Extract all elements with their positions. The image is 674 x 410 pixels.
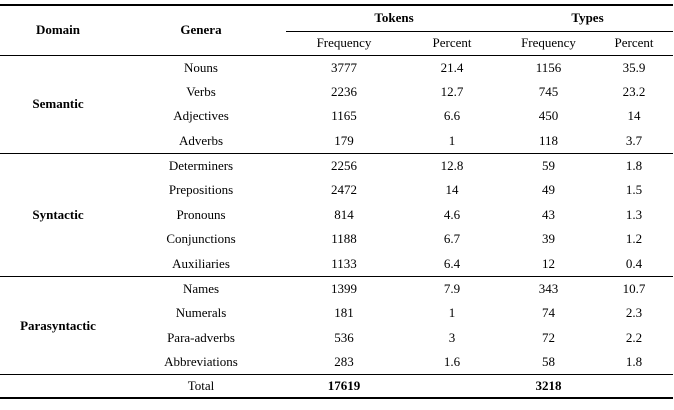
header-tokens: Tokens bbox=[286, 5, 502, 32]
types-percent-cell: 35.9 bbox=[622, 59, 646, 75]
tokens-percent-cell: 1.6 bbox=[443, 354, 461, 370]
types-frequency-cell: 58 bbox=[542, 354, 555, 370]
total-tokens-percent-empty bbox=[402, 375, 502, 398]
tokens-frequency-cell: 1165 bbox=[331, 108, 357, 124]
types-percent-cell: 1.8 bbox=[625, 354, 643, 370]
types-frequency-cell: 118 bbox=[538, 132, 559, 148]
header-domain: Domain bbox=[0, 5, 116, 56]
genus-cell: Adjectives bbox=[173, 108, 229, 124]
tokens-frequency-cell: 179 bbox=[334, 132, 354, 148]
total-types-percent-empty bbox=[595, 375, 673, 398]
header-types: Types bbox=[502, 5, 673, 32]
tokens-percent-cell: 14 bbox=[445, 182, 459, 198]
genus-cell: Prepositions bbox=[168, 182, 234, 198]
genus-cell: Determiners bbox=[168, 157, 234, 173]
header-tokens-percent: Percent bbox=[402, 31, 502, 56]
domain-cell-syntactic: Syntactic bbox=[0, 153, 116, 277]
tokens-frequency-cell: 2256 bbox=[331, 157, 357, 173]
table-row: Pronouns 814 4.6 43 1.3 bbox=[0, 203, 673, 228]
types-percent-cell: 2.3 bbox=[625, 305, 643, 321]
header-tokens-frequency: Frequency bbox=[286, 31, 402, 56]
types-frequency-cell: 12 bbox=[542, 255, 555, 271]
genera-frequency-table: Domain Genera Tokens Types Frequency Per… bbox=[0, 4, 673, 399]
types-percent-cell: 1.8 bbox=[625, 157, 643, 173]
tokens-frequency-cell: 181 bbox=[334, 305, 354, 321]
types-percent-cell: 0.4 bbox=[625, 255, 643, 271]
table-row: Adverbs 179 1 118 3.7 bbox=[0, 129, 673, 154]
tokens-percent-cell: 21.4 bbox=[440, 59, 464, 75]
table-row: Abbreviations 283 1.6 58 1.8 bbox=[0, 350, 673, 375]
genus-cell: Para-adverbs bbox=[167, 329, 235, 345]
table-row: Prepositions 2472 14 49 1.5 bbox=[0, 178, 673, 203]
types-frequency-cell: 39 bbox=[542, 231, 555, 247]
types-percent-cell: 1.5 bbox=[625, 182, 643, 198]
types-percent-cell: 23.2 bbox=[622, 83, 646, 99]
types-frequency-cell: 49 bbox=[542, 182, 555, 198]
genus-cell: Conjunctions bbox=[166, 231, 236, 247]
table-row: Verbs 2236 12.7 745 23.2 bbox=[0, 80, 673, 105]
tokens-percent-cell: 12.8 bbox=[440, 157, 464, 173]
total-types-frequency: 3218 bbox=[535, 377, 562, 393]
total-tokens-frequency: 17619 bbox=[327, 377, 361, 393]
genus-cell: Verbs bbox=[186, 83, 216, 99]
types-frequency-cell: 59 bbox=[542, 157, 555, 173]
table-row: Semantic Nouns 3777 21.4 1156 35.9 bbox=[0, 55, 673, 154]
types-percent-cell: 1.2 bbox=[625, 231, 643, 247]
tokens-percent-cell: 6.6 bbox=[443, 108, 461, 124]
types-percent-cell: 1.3 bbox=[625, 206, 643, 222]
tokens-percent-cell: 7.9 bbox=[443, 280, 461, 296]
types-frequency-cell: 1156 bbox=[535, 59, 562, 75]
header-genera: Genera bbox=[116, 5, 286, 56]
table-row: Para-adverbs 536 3 72 2.2 bbox=[0, 326, 673, 351]
genus-cell: Auxiliaries bbox=[172, 255, 230, 271]
genus-cell: Adverbs bbox=[178, 132, 224, 148]
tokens-frequency-cell: 283 bbox=[334, 354, 354, 370]
table-row: Conjunctions 1188 6.7 39 1.2 bbox=[0, 227, 673, 252]
types-frequency-cell: 450 bbox=[538, 108, 559, 124]
types-frequency-cell: 74 bbox=[542, 305, 555, 321]
tokens-percent-cell: 6.7 bbox=[443, 231, 461, 247]
domain-cell-semantic: Semantic bbox=[0, 55, 116, 154]
header-types-frequency: Frequency bbox=[502, 31, 595, 56]
tokens-frequency-cell: 814 bbox=[334, 206, 354, 222]
tokens-frequency-cell: 536 bbox=[334, 329, 354, 345]
tokens-frequency-cell: 1188 bbox=[331, 231, 357, 247]
table-row: Syntactic Determiners 2256 12.8 59 1.8 bbox=[0, 153, 673, 277]
tokens-percent-cell: 1 bbox=[448, 132, 456, 148]
domain-cell-parasyntactic: Parasyntactic bbox=[0, 276, 116, 376]
types-percent-cell: 14 bbox=[627, 108, 641, 124]
tokens-frequency-cell: 2472 bbox=[331, 182, 357, 198]
tokens-frequency-cell: 2236 bbox=[331, 83, 357, 99]
tokens-percent-cell: 12.7 bbox=[440, 83, 464, 99]
tokens-percent-cell: 6.4 bbox=[443, 255, 461, 271]
table-row: Auxiliaries 1133 6.4 12 0.4 bbox=[0, 252, 673, 277]
tokens-frequency-cell: 3777 bbox=[331, 59, 357, 75]
types-percent-cell: 2.2 bbox=[625, 329, 643, 345]
types-percent-cell: 10.7 bbox=[622, 280, 646, 296]
table-row: Adjectives 1165 6.6 450 14 bbox=[0, 104, 673, 129]
tokens-percent-cell: 3 bbox=[448, 329, 456, 345]
tokens-frequency-cell: 1399 bbox=[331, 280, 357, 296]
types-frequency-cell: 745 bbox=[538, 83, 559, 99]
total-row: Total 17619 3218 bbox=[0, 375, 673, 398]
header-types-percent: Percent bbox=[595, 31, 673, 56]
total-spacer bbox=[0, 375, 116, 398]
genus-cell: Numerals bbox=[175, 305, 227, 321]
genus-cell: Nouns bbox=[184, 59, 218, 75]
total-label: Total bbox=[187, 377, 215, 393]
genus-cell: Pronouns bbox=[176, 206, 226, 222]
types-frequency-cell: 43 bbox=[542, 206, 555, 222]
genus-cell: Abbreviations bbox=[164, 354, 238, 370]
types-frequency-cell: 343 bbox=[538, 280, 559, 296]
types-frequency-cell: 72 bbox=[542, 329, 555, 345]
genus-cell: Names bbox=[182, 280, 220, 296]
table-row: Parasyntactic Names 1399 7.9 343 10.7 bbox=[0, 276, 673, 376]
types-percent-cell: 3.7 bbox=[625, 132, 643, 148]
tokens-percent-cell: 1 bbox=[448, 305, 456, 321]
table-row: Numerals 181 1 74 2.3 bbox=[0, 301, 673, 326]
tokens-percent-cell: 4.6 bbox=[443, 206, 461, 222]
tokens-frequency-cell: 1133 bbox=[331, 255, 357, 271]
